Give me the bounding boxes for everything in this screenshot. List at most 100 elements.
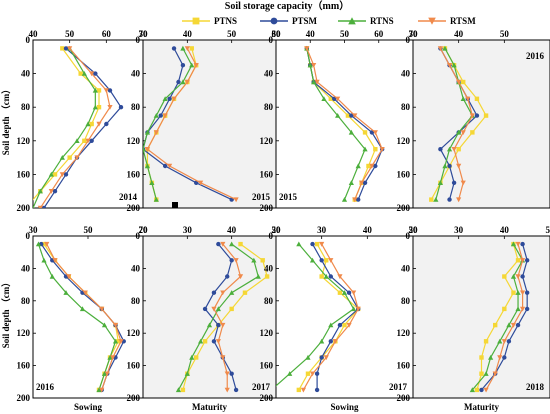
point-ptsm: [225, 274, 230, 279]
x-tick-label: 60: [374, 29, 384, 39]
point-rtns: [311, 79, 317, 85]
x-tick-label: 30: [454, 225, 464, 235]
point-ptns: [502, 306, 507, 312]
point-rtsm: [335, 96, 341, 102]
series-line-rtns: [435, 48, 474, 200]
point-rtns: [85, 121, 91, 127]
point-ptsm: [52, 189, 58, 194]
point-rtns: [323, 273, 329, 279]
y-tick-label: 0: [269, 35, 274, 45]
point-rtsm: [520, 306, 526, 312]
point-rtsm: [104, 371, 110, 377]
point-rtsm: [74, 155, 80, 161]
series-line-rtns: [276, 243, 355, 387]
point-rtns: [287, 371, 293, 376]
y-tick-label: 200: [127, 393, 141, 403]
point-ptns: [96, 88, 102, 93]
panel-frame: [32, 235, 144, 399]
x-tick-label: 70: [409, 29, 419, 39]
point-rtsm: [520, 290, 526, 296]
point-ptns: [470, 130, 475, 135]
point-ptsm: [438, 147, 443, 152]
y-tick-label: 0: [26, 231, 31, 241]
y-tick-label: 200: [17, 393, 31, 403]
point-rtns: [81, 71, 87, 76]
y-tick-label: 120: [397, 136, 411, 146]
y-tick-label: 80: [401, 102, 411, 112]
y-axis-label-top: Soil depth （cm）: [1, 85, 11, 156]
point-rtsm: [198, 180, 204, 186]
point-rtns: [215, 306, 221, 312]
x-tick-label: 20: [409, 225, 419, 235]
point-ptsm: [479, 387, 484, 393]
point-rtsm: [52, 258, 58, 263]
point-rtns: [189, 354, 195, 360]
series-line-rtsm: [306, 48, 383, 200]
point-rtns: [510, 273, 517, 279]
x-tick-label: 40: [29, 29, 39, 39]
point-rtsm: [193, 63, 199, 68]
point-rtsm: [37, 205, 43, 208]
point-ptsm: [63, 46, 69, 51]
panel-frame: [275, 235, 414, 399]
y-tick-label: 80: [264, 102, 274, 112]
panel-frame: [142, 235, 277, 399]
point-rtns: [63, 290, 69, 295]
y-tick-label: 40: [131, 263, 141, 273]
series-line-rtns: [177, 243, 259, 391]
y-tick-label: 80: [21, 296, 31, 306]
point-rtsm: [497, 355, 503, 361]
point-rtns: [92, 87, 98, 93]
y-tick-label: 200: [260, 203, 274, 213]
point-rtns: [144, 129, 151, 135]
point-ptsm: [167, 96, 172, 102]
point-rtsm: [352, 113, 358, 119]
point-rtns: [437, 180, 443, 185]
y-tick-label: 40: [264, 263, 274, 273]
point-ptns: [296, 387, 302, 393]
series-line-rtsm: [46, 243, 122, 391]
point-rtns: [309, 257, 316, 263]
x-tick-label: 50: [340, 29, 350, 39]
point-ptsm: [314, 387, 320, 393]
point-rtsm: [211, 306, 217, 312]
point-rtns: [328, 322, 334, 328]
series-line-ptsm: [43, 47, 122, 208]
column-label: Maturity: [464, 402, 499, 412]
x-tick-label: 30: [409, 29, 419, 39]
series-line-rtns: [37, 243, 117, 391]
point-rtns: [460, 96, 466, 101]
point-rtsm: [319, 241, 325, 247]
point-ptns: [479, 355, 484, 360]
point-rtns: [341, 197, 348, 202]
point-ptsm: [337, 322, 343, 328]
point-ptsm: [346, 290, 352, 295]
point-rtns: [153, 197, 159, 202]
point-rtsm: [451, 147, 457, 152]
y-tick-label: 80: [131, 296, 141, 306]
x-tick-label: 30: [139, 29, 149, 39]
series-line-rtns: [306, 48, 366, 200]
point-ptns: [483, 113, 489, 118]
point-rtsm: [465, 96, 471, 102]
point-rtns: [96, 387, 102, 393]
point-rtsm: [96, 121, 102, 127]
point-rtns: [451, 62, 457, 68]
series-line-ptsm: [204, 243, 237, 391]
series-line-ptns: [298, 243, 360, 391]
point-rtns: [307, 62, 313, 68]
series-line-rtsm: [485, 243, 524, 391]
point-rtsm: [220, 322, 226, 328]
y-tick-label: 0: [26, 35, 31, 45]
x-tick-label: 50: [65, 29, 75, 39]
point-rtns: [112, 338, 119, 344]
legend-marker: [270, 17, 278, 25]
point-rtsm: [162, 113, 168, 119]
point-rtsm: [311, 63, 317, 68]
point-ptsm: [319, 258, 324, 263]
panel-year-label: 2017: [389, 382, 408, 392]
point-ptsm: [515, 322, 521, 328]
